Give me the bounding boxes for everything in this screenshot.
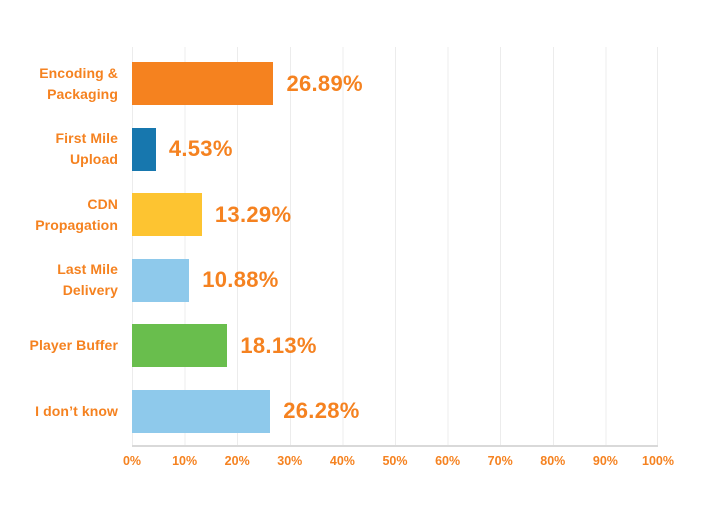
value-label: 4.53% (168, 136, 233, 162)
bar-row: Encoding & Packaging 26.89% (0, 62, 658, 105)
x-axis-tick: 40% (329, 454, 355, 468)
x-axis: 0% 10% 20% 30% 40% 50% 60% 70% 80% 90% 100% (0, 454, 721, 472)
bar-row: Player Buffer 18.13% (0, 324, 658, 368)
bar (132, 258, 190, 302)
bar (132, 127, 156, 171)
x-axis-tick: 20% (224, 454, 250, 468)
bar-track: 18.13% (132, 324, 658, 368)
value-label: 18.13% (240, 332, 317, 358)
x-axis-tick: 80% (540, 454, 566, 468)
category-label: CDN Propagation (35, 195, 118, 233)
value-label: 26.89% (286, 70, 363, 96)
plot-area (132, 47, 658, 447)
bar (132, 193, 202, 237)
x-axis-tick: 50% (382, 454, 408, 468)
bar-track: 13.29% (132, 193, 658, 237)
category-label: Player Buffer (29, 337, 118, 354)
x-axis-tick: 70% (487, 454, 513, 468)
bar (132, 389, 271, 433)
x-axis-tick: 10% (172, 454, 198, 468)
bar-row: CDN Propagation 13.29% (0, 193, 658, 237)
bar (132, 62, 274, 105)
x-axis-tick: 100% (642, 454, 674, 468)
x-axis-tick: 90% (592, 454, 618, 468)
value-label: 10.88% (202, 267, 279, 293)
value-label: 13.29% (214, 201, 292, 227)
bar-track: 4.53% (132, 127, 658, 171)
bar-track: 26.28% (132, 389, 658, 433)
bar-rows: Encoding & Packaging 26.89% First Mile Uploa… (0, 47, 658, 445)
value-label: 26.28% (283, 398, 360, 424)
x-axis-tick: 60% (435, 454, 461, 468)
gridlines (132, 47, 658, 445)
bar-track: 26.89% (132, 62, 658, 105)
category-label: First Mile Upload (55, 130, 118, 168)
category-label: I don’t know (35, 402, 118, 419)
x-axis-tick: 30% (277, 454, 303, 468)
category-label: Last Mile Delivery (57, 261, 118, 299)
bar-row: First Mile Upload 4.53% (0, 127, 658, 171)
bar-track: 10.88% (132, 258, 658, 302)
x-axis-tick: 0% (122, 454, 142, 468)
bar-row: I don’t know 26.28% (0, 389, 658, 433)
bar-row: Last Mile Delivery 10.88% (0, 258, 658, 302)
category-label: Encoding & Packaging (39, 64, 118, 102)
bar (132, 324, 228, 368)
